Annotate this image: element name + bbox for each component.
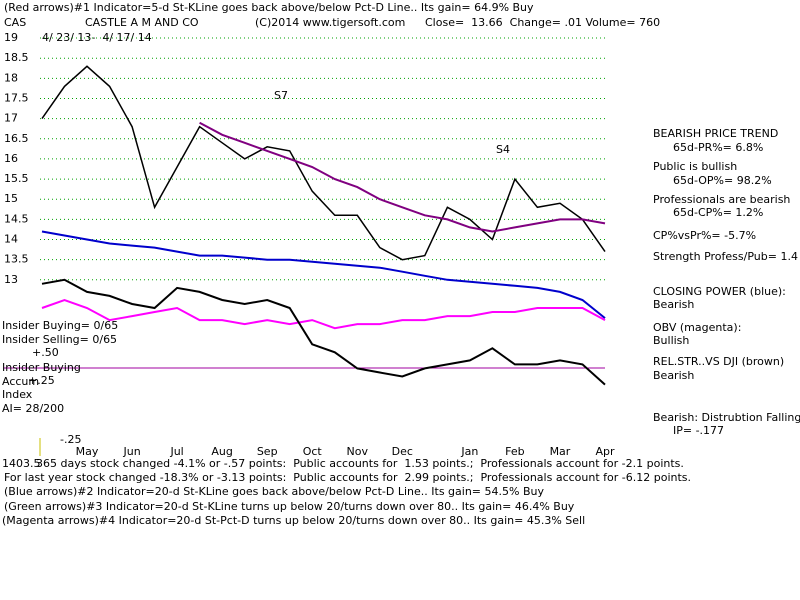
side-note: REL.STR..VS DJI (brown) bbox=[653, 355, 784, 368]
annotation: S4 bbox=[496, 143, 510, 156]
panel-label: Index bbox=[2, 388, 33, 401]
y-tick-label: 16 bbox=[4, 152, 18, 165]
panel-label: Insider Selling= 0/65 bbox=[2, 333, 117, 346]
y-tick-label: 15.5 bbox=[4, 172, 29, 185]
panel-label: +.50 bbox=[32, 346, 59, 359]
panel-label: Insider Buying= 0/65 bbox=[2, 319, 118, 332]
ticker: CAS bbox=[4, 16, 26, 29]
x-tick-label: Jun bbox=[122, 445, 140, 458]
x-tick-label: Jan bbox=[460, 445, 478, 458]
series-line bbox=[41, 278, 606, 386]
side-note: OBV (magenta): bbox=[653, 321, 741, 334]
y-tick-label: 13.5 bbox=[4, 253, 29, 266]
chart-title: (Red arrows)#1 Indicator=5-d St-KLine go… bbox=[4, 1, 534, 14]
date-range: 4/ 23/ 13- 4/ 17/ 14 bbox=[42, 31, 152, 44]
side-note: Bearish bbox=[653, 369, 694, 382]
side-note: CLOSING POWER (blue): bbox=[653, 285, 786, 298]
y-tick-label: 17.5 bbox=[4, 91, 29, 104]
x-tick-label: Nov bbox=[347, 445, 369, 458]
panel-label: Insider Buying bbox=[2, 361, 81, 374]
footer-line: (Blue arrows)#2 Indicator=20-d St-KLine … bbox=[4, 485, 544, 498]
footer-line: 365 days stock changed -4.1% or -.57 poi… bbox=[36, 457, 684, 470]
y-tick-label: 15 bbox=[4, 192, 18, 205]
footer-line: (Green arrows)#3 Indicator=20-d St-KLine… bbox=[4, 500, 575, 513]
company: CASTLE A M AND CO bbox=[85, 16, 199, 29]
side-note: Strength Profess/Pub= 1.4 bbox=[653, 250, 798, 263]
side-note: 65d-PR%= 6.8% bbox=[673, 141, 763, 154]
y-tick-label: 14.5 bbox=[4, 212, 29, 225]
series-line bbox=[41, 230, 606, 319]
side-note: Public is bullish bbox=[653, 160, 737, 173]
side-note: 65d-OP%= 98.2% bbox=[673, 174, 772, 187]
source: (C)2014 www.tigersoft.com bbox=[255, 16, 405, 29]
side-note: CP%vsPr%= -5.7% bbox=[653, 229, 756, 242]
annotation: S7 bbox=[274, 89, 288, 102]
x-tick-label: Mar bbox=[550, 445, 571, 458]
x-tick-label: Oct bbox=[303, 445, 323, 458]
x-tick-label: Jul bbox=[169, 445, 183, 458]
side-note: Professionals are bearish bbox=[653, 193, 790, 206]
y-tick-label: 16.5 bbox=[4, 132, 29, 145]
series-line bbox=[199, 121, 606, 233]
panel-label: +.25 bbox=[28, 374, 55, 387]
y-tick-label: 14 bbox=[4, 233, 18, 246]
side-note: 65d-CP%= 1.2% bbox=[673, 206, 763, 219]
x-tick-label: Feb bbox=[505, 445, 524, 458]
panel-label: -.25 bbox=[60, 433, 81, 446]
side-note: BEARISH PRICE TREND bbox=[653, 127, 778, 140]
side-note: IP= -.177 bbox=[673, 424, 724, 437]
x-tick-label: Apr bbox=[595, 445, 615, 458]
side-note: Bullish bbox=[653, 334, 689, 347]
footer-line: (Magenta arrows)#4 Indicator=20-d St-Pct… bbox=[2, 514, 585, 527]
y-tick-label: 18.5 bbox=[4, 51, 29, 64]
y-tick-label: 13 bbox=[4, 273, 18, 286]
panel-label: AI= 28/200 bbox=[2, 402, 64, 415]
footer-line: 1403.5 bbox=[2, 457, 41, 470]
x-tick-label: Sep bbox=[257, 445, 278, 458]
series-line bbox=[41, 65, 606, 261]
series-line bbox=[41, 298, 606, 330]
panel-label: Accum bbox=[2, 375, 39, 388]
side-note: Bearish bbox=[653, 298, 694, 311]
y-tick-label: 19 bbox=[4, 31, 18, 44]
side-note: Bearish: Distrubtion Falling bbox=[653, 411, 800, 424]
x-tick-label: May bbox=[76, 445, 99, 458]
quote: Close= 13.66 Change= .01 Volume= 760 bbox=[425, 16, 660, 29]
y-tick-label: 18 bbox=[4, 71, 18, 84]
x-tick-label: Aug bbox=[211, 445, 232, 458]
y-tick-label: 17 bbox=[4, 112, 18, 125]
x-tick-label: Dec bbox=[392, 445, 413, 458]
footer-line: For last year stock changed -18.3% or -3… bbox=[4, 471, 691, 484]
